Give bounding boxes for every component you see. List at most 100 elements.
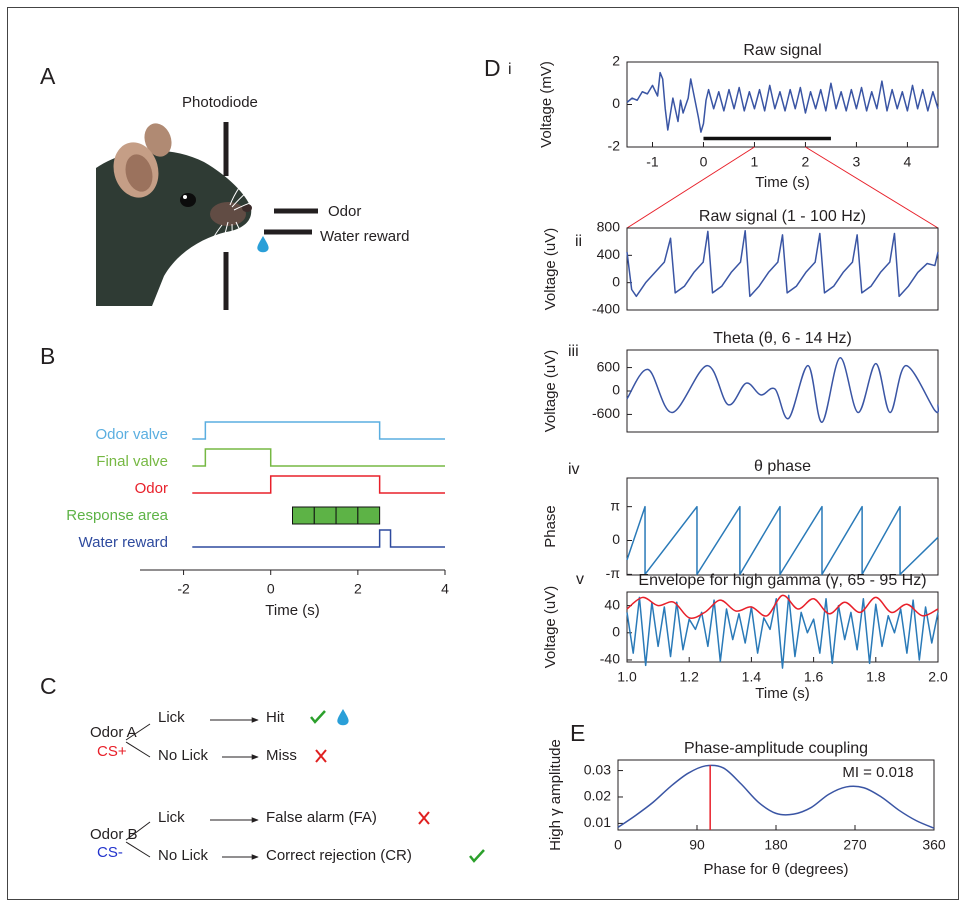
- chart: π 0 -π θ phase Phase iv: [542, 458, 939, 581]
- y-tick-label: 0: [612, 273, 620, 289]
- x-tick-label: 1.0: [617, 669, 637, 685]
- y-axis-label: Voltage (mV): [538, 61, 555, 148]
- y-tick-label: 2: [612, 53, 620, 69]
- figure-border: [7, 7, 959, 900]
- trace: [192, 475, 445, 494]
- x-tick-label: 0: [267, 581, 275, 597]
- y-tick-label: 0: [612, 382, 620, 398]
- y-tick-label: π: [610, 497, 620, 513]
- y-tick-label: 0: [612, 623, 620, 639]
- trace-label: Response area: [66, 507, 168, 524]
- chart-title: Raw signal (1 - 100 Hz): [699, 208, 866, 225]
- y-axis-label: Voltage (uV): [542, 350, 559, 433]
- y-tick-label: 0.01: [584, 814, 611, 830]
- no-lick: No Lick: [158, 847, 209, 864]
- odor-b: Odor B: [90, 826, 138, 843]
- y-tick-label: 0.03: [584, 761, 611, 777]
- signal-line: [626, 505, 939, 576]
- plot-frame: [626, 349, 939, 433]
- y-tick-label: -400: [592, 301, 620, 317]
- panel-numeral: i: [508, 61, 512, 78]
- panel-letter: C: [40, 673, 57, 699]
- correct-rejection: Correct rejection (CR): [266, 847, 412, 864]
- x-tick-label: 1.8: [866, 669, 886, 685]
- panel-letter: B: [40, 343, 55, 369]
- y-axis-label: Voltage (uV): [542, 228, 559, 311]
- chart: -2 0 2 -1 0 1 2 3 4 Raw signal Voltage (mV) Time (s…: [508, 42, 939, 229]
- x-tick-label: 2: [354, 581, 362, 597]
- chart-title: Phase-amplitude coupling: [684, 740, 868, 757]
- plot-frame: [626, 477, 939, 576]
- x-tick-label: 1.6: [804, 669, 824, 685]
- timing-diagram: Odor valve Final valve Odor Water reward Res…: [66, 421, 449, 619]
- y-tick-label: -600: [592, 405, 620, 421]
- chart: 800 400 0 -400 Raw signal (1 - 100 Hz) Voltag…: [542, 208, 939, 317]
- response-box: [292, 506, 315, 525]
- x-tick-label: 0: [700, 154, 708, 170]
- y-tick-label: 0: [612, 95, 620, 111]
- signal-line: [626, 229, 939, 298]
- chart-title: Theta (θ, 6 - 14 Hz): [713, 330, 852, 347]
- response-box: [357, 506, 381, 525]
- y-tick-label: 400: [597, 246, 621, 262]
- lick: Lick: [158, 809, 185, 826]
- x-tick-label: -1: [646, 154, 659, 170]
- trace-label: Final valve: [96, 453, 168, 470]
- odor-a: Odor A: [90, 724, 137, 741]
- x-tick-label: 1: [751, 154, 759, 170]
- y-tick-label: 0.02: [584, 788, 611, 804]
- y-axis-label: Voltage (uV): [542, 586, 559, 669]
- x-tick-label: 180: [764, 837, 788, 853]
- y-tick-label: -2: [608, 138, 621, 154]
- x-tick-label: 4: [441, 581, 449, 597]
- y-tick-label: -π: [606, 565, 621, 581]
- y-tick-label: 600: [597, 358, 621, 374]
- panel-numeral: iv: [568, 461, 580, 478]
- y-axis-label: Phase: [542, 505, 559, 548]
- signal-charts: -2 0 2 -1 0 1 2 3 4 Raw signal Voltage (mV) Time (s…: [508, 42, 948, 878]
- y-tick-label: -40: [600, 651, 620, 667]
- trace-label: Odor valve: [95, 426, 168, 443]
- panel-numeral: iii: [568, 343, 579, 360]
- zoom-line: [626, 146, 755, 229]
- signal-line: [626, 594, 939, 619]
- response-box: [313, 506, 337, 525]
- x-tick-label: 0: [614, 837, 622, 853]
- chart: 600 0 -600 Theta (θ, 6 - 14 Hz) Voltage (uV)…: [542, 330, 940, 433]
- x-tick-label: 3: [853, 154, 861, 170]
- x-axis-label: Phase for θ (degrees): [703, 861, 848, 878]
- chart-title: θ phase: [754, 458, 811, 475]
- y-tick-label: 40: [604, 596, 620, 612]
- y-tick-label: 800: [597, 219, 621, 235]
- y-tick-label: 0: [612, 531, 620, 547]
- chart-title: Raw signal: [743, 42, 821, 59]
- trace-label: Water reward: [79, 534, 168, 551]
- odor-port-label: Odor: [328, 203, 361, 220]
- hit: Hit: [266, 709, 285, 726]
- false-alarm: False alarm (FA): [266, 809, 377, 826]
- y-axis-label: High γ amplitude: [547, 739, 564, 851]
- panel-letter: A: [40, 63, 56, 89]
- x-tick-label: 1.4: [742, 669, 762, 685]
- plot-frame: [626, 227, 939, 311]
- x-tick-label: 90: [689, 837, 705, 853]
- photodiode-label: Photodiode: [182, 94, 258, 111]
- signal-line: [617, 764, 935, 829]
- x-tick-label: 360: [922, 837, 946, 853]
- x-axis-label: Time (s): [755, 174, 809, 191]
- zoom-line: [805, 146, 939, 229]
- miss: Miss: [266, 747, 297, 764]
- mouse-illustration: [96, 122, 318, 310]
- chart: 40 0 -40 1.0 1.2 1.4 1.6 1.8 2.0 Envelope for hig…: [542, 571, 948, 702]
- water-port-label: Water reward: [320, 228, 409, 245]
- no-lick: No Lick: [158, 747, 209, 764]
- cs-plus: CS+: [97, 743, 127, 760]
- panel-letter: E: [570, 720, 585, 746]
- signal-line: [626, 357, 940, 423]
- x-tick-label: 2.0: [928, 669, 948, 685]
- cs-minus: CS-: [97, 844, 123, 861]
- panel-numeral: ii: [575, 233, 582, 250]
- response-box: [335, 506, 359, 525]
- signal-line: [626, 594, 939, 669]
